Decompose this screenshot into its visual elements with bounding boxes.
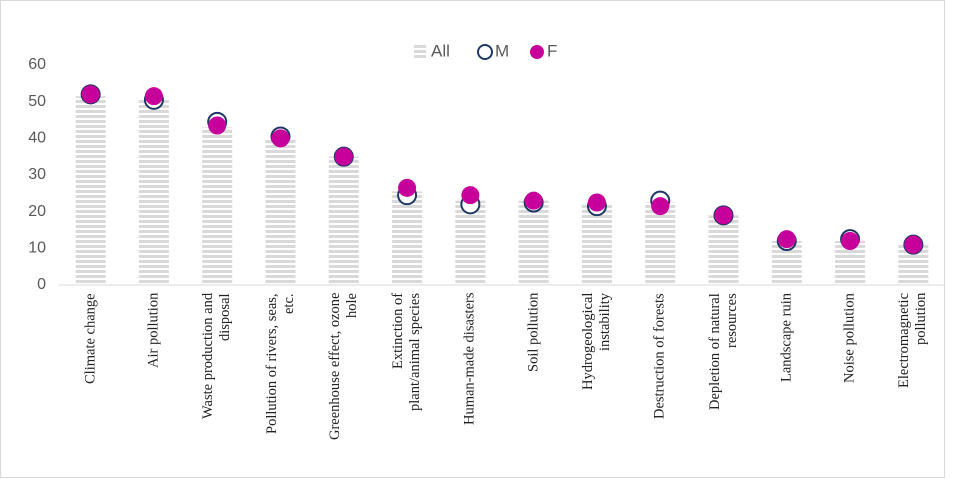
dot-f [334, 147, 353, 166]
x-tick-label: Noise pollution [841, 293, 858, 383]
x-tick-label: Extinction of plant/animal species [390, 293, 424, 411]
x-tick-label: Human-made disasters [461, 293, 478, 426]
legend-label: All [431, 41, 450, 60]
dot-f [524, 191, 543, 210]
dot-f [587, 193, 606, 212]
bar [328, 156, 359, 285]
y-tick-label: 30 [28, 166, 46, 183]
x-tick-label: Depletion of natural resources [706, 293, 740, 410]
legend-label: F [547, 41, 557, 60]
legend-swatch [414, 45, 426, 59]
x-tick-label: Landscape ruin [778, 293, 795, 382]
legend-label: M [495, 41, 509, 60]
x-tick-label: Waste production and disposal [200, 293, 234, 420]
bar [202, 127, 233, 285]
y-tick-label: 40 [28, 130, 46, 147]
x-tick-label: Pollution of rivers, seas, etc. [263, 293, 297, 434]
dot-f [841, 232, 860, 250]
y-tick-label: 0 [37, 276, 46, 293]
x-tick-label: Greenhouse effect, ozone hole [326, 293, 360, 441]
dot-f [81, 85, 100, 104]
dot-f [714, 206, 733, 225]
x-tick-label: Hydrogeological instability [579, 293, 613, 391]
y-tick-label: 10 [28, 240, 46, 257]
y-tick-label: 60 [28, 56, 46, 73]
legend-swatch [530, 45, 544, 59]
bar [138, 98, 169, 285]
dot-f [144, 87, 163, 106]
x-tick-label: Electromagnetic pollution [896, 293, 930, 389]
bar [265, 138, 296, 285]
bar [708, 215, 739, 285]
x-tick-label: Air pollution [145, 293, 162, 369]
dot-f [461, 186, 480, 205]
x-tick-label: Soil pollution [525, 293, 542, 373]
bar [455, 200, 486, 285]
y-tick-label: 50 [28, 93, 46, 110]
x-tick-label: Climate change [82, 293, 99, 384]
dot-f [398, 178, 417, 197]
x-tick-label: Destruction of forests [651, 293, 668, 419]
bar [645, 202, 676, 285]
y-tick-label: 20 [28, 203, 46, 220]
dot-f [651, 197, 670, 216]
bar [392, 191, 423, 285]
dot-f [904, 235, 923, 254]
dot-f [208, 116, 227, 135]
bar [75, 96, 106, 286]
bar [581, 204, 612, 285]
dot-f [777, 230, 796, 249]
bar [518, 200, 549, 285]
legend-swatch [477, 44, 493, 60]
dot-f [271, 129, 290, 148]
